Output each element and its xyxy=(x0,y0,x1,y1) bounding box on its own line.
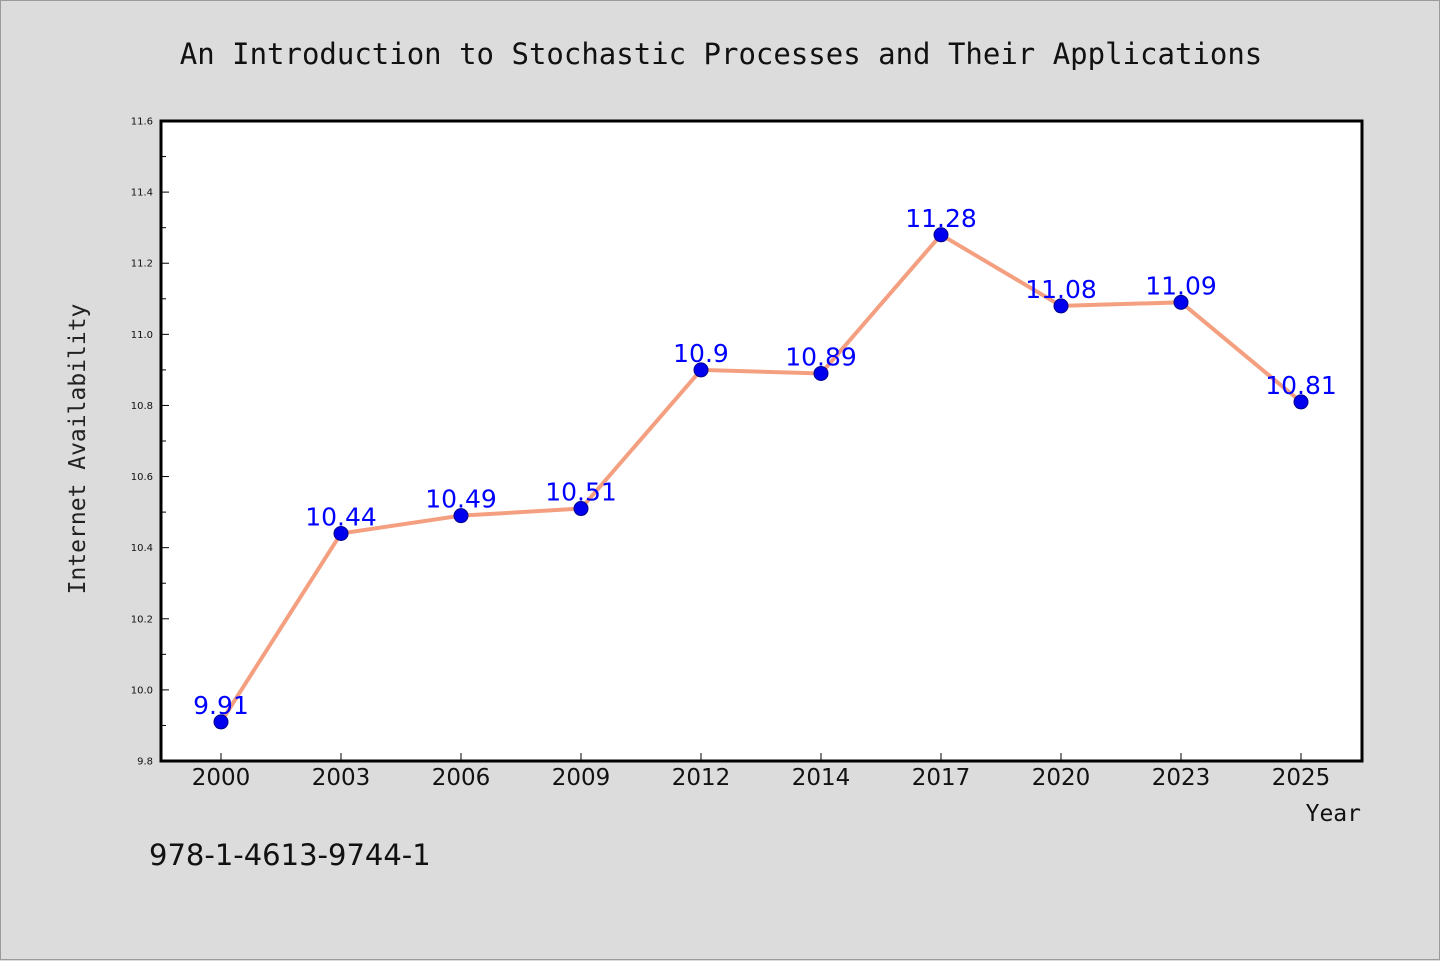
x-tick-label: 2025 xyxy=(1272,765,1331,791)
x-tick-label: 2009 xyxy=(552,765,611,791)
data-label: 11.28 xyxy=(905,204,977,233)
data-point xyxy=(453,508,469,524)
data-label: 11.09 xyxy=(1145,271,1217,300)
data-label: 10.81 xyxy=(1265,371,1337,400)
x-axis-ticks: 2000 2003 2006 2009 2012 2014 2017 2020 2023 2025 xyxy=(192,753,1331,791)
series-group: 9.91 10.44 10.49 10.51 10.9 10.89 11.28 11.08 11… xyxy=(193,204,1337,730)
y-tick-label: 11.4 xyxy=(131,188,153,199)
y-tick-label: 10.0 xyxy=(131,685,153,696)
plot-area xyxy=(159,119,1364,763)
data-label: 11.08 xyxy=(1025,275,1097,304)
data-point xyxy=(693,362,709,378)
data-label: 10.9 xyxy=(673,339,729,368)
x-axis-label: Year xyxy=(1306,801,1361,827)
data-point xyxy=(573,501,589,517)
y-tick-label: 9.8 xyxy=(137,757,153,768)
chart-title: An Introduction to Stochastic Processes … xyxy=(180,37,1263,71)
x-tick-label: 2000 xyxy=(192,765,251,791)
data-point xyxy=(813,365,829,381)
data-label: 9.91 xyxy=(193,691,249,720)
isbn-text: 978-1-4613-9744-1 xyxy=(149,838,431,872)
data-point xyxy=(933,227,949,243)
y-tick-label: 10.2 xyxy=(131,614,153,625)
data-point xyxy=(1173,294,1189,310)
y-tick-label: 10.8 xyxy=(131,401,153,412)
x-tick-label: 2020 xyxy=(1032,765,1091,791)
y-tick-label: 11.0 xyxy=(131,330,153,341)
data-point xyxy=(213,714,229,730)
x-tick-label: 2006 xyxy=(432,765,491,791)
data-point xyxy=(1293,394,1309,410)
y-tick-label: 11.2 xyxy=(131,259,153,270)
data-label: 10.44 xyxy=(305,502,377,531)
y-tick-label: 11.6 xyxy=(131,117,153,128)
x-tick-label: 2012 xyxy=(672,765,731,791)
data-label: 10.51 xyxy=(545,478,617,507)
data-point xyxy=(1053,298,1069,314)
y-axis-label: Internet Availability xyxy=(65,304,91,595)
x-tick-label: 2023 xyxy=(1152,765,1211,791)
data-label: 10.89 xyxy=(785,342,857,371)
x-tick-label: 2017 xyxy=(912,765,971,791)
data-point xyxy=(333,525,349,541)
data-label: 10.49 xyxy=(425,485,497,514)
series-line xyxy=(219,232,1303,723)
y-tick-label: 10.6 xyxy=(131,472,153,483)
y-axis-ticks: 9.8 10.0 10.2 10.4 10.6 10.8 11.0 11.2 11.4 11.6 xyxy=(131,117,169,768)
x-tick-label: 2014 xyxy=(792,765,851,791)
x-tick-label: 2003 xyxy=(312,765,371,791)
y-tick-label: 10.4 xyxy=(131,543,153,554)
